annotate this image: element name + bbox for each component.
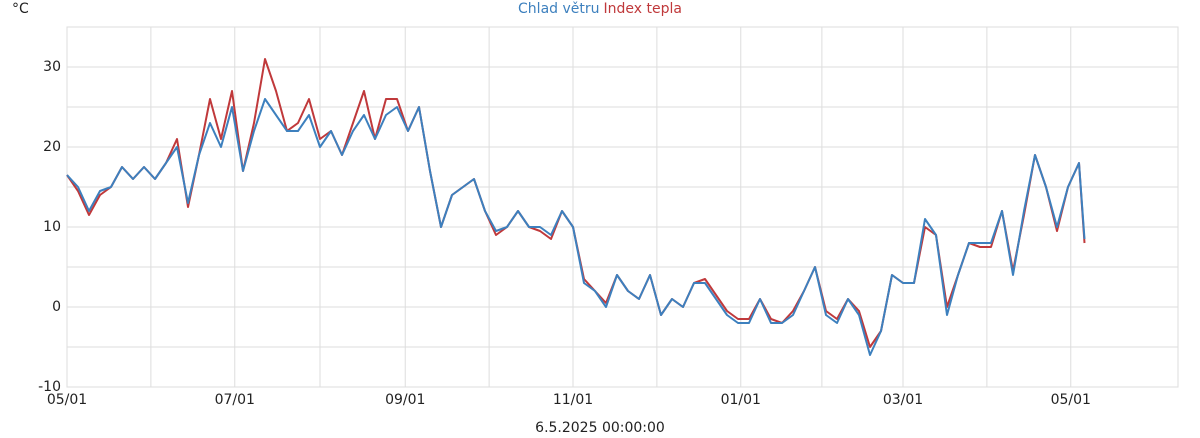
- x-tick-label: 11/01: [553, 392, 593, 408]
- x-tick-label: 01/01: [721, 392, 761, 408]
- x-tick-label: 05/01: [1051, 392, 1091, 408]
- series-line: [66, 58, 1086, 348]
- y-axis-unit: °C: [12, 1, 29, 17]
- y-tick-label: 20: [43, 139, 61, 155]
- series-line: [66, 98, 1086, 356]
- y-tick-label: 10: [43, 219, 61, 235]
- legend-entry: Index tepla: [604, 1, 682, 17]
- plot-frame: [66, 26, 1179, 388]
- y-tick-label: -10: [38, 379, 61, 395]
- grid: [66, 26, 1179, 388]
- y-tick-label: 30: [43, 59, 61, 75]
- footer-timestamp: 6.5.2025 00:00:00: [535, 420, 665, 436]
- legend: Chlad větru Index tepla: [518, 1, 682, 17]
- x-tick-label: 05/01: [47, 392, 87, 408]
- y-tick-label: 0: [52, 299, 61, 315]
- x-tick-label: 07/01: [215, 392, 255, 408]
- legend-entry: Chlad větru: [518, 1, 599, 17]
- x-tick-label: 03/01: [883, 392, 923, 408]
- x-tick-label: 09/01: [385, 392, 425, 408]
